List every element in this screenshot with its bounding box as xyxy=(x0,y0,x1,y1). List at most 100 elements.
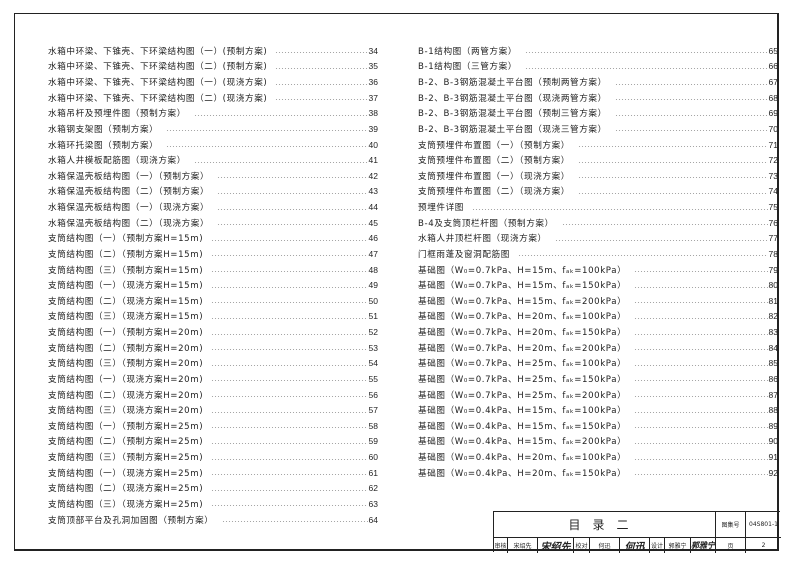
dot-leader xyxy=(211,380,368,382)
page-label: 页 xyxy=(716,538,746,553)
toc-entry: 基础图（W₀=0.7kPa、H=20m、fₐₖ=200kPa） 84 xyxy=(418,340,778,356)
dot-leader xyxy=(275,52,368,54)
toc-entry-page: 64 xyxy=(368,514,378,525)
toc-entry: 支筒结构图（一）（预制方案H=15m) 46 xyxy=(48,231,378,247)
toc-entry-page: 54 xyxy=(368,358,378,369)
toc-entry-page: 80 xyxy=(768,280,778,291)
toc-entry-page: 43 xyxy=(368,186,378,197)
toc-entry-title: 水箱中环梁、下锥壳、下环梁结构图（二）(预制方案) xyxy=(48,62,268,73)
toc-entry-page: 46 xyxy=(368,233,378,244)
review-label: 审核 xyxy=(494,538,508,553)
dot-leader xyxy=(525,67,768,69)
toc-entry: 水箱中环梁、下锥壳、下环梁结构图（一）(现浇方案) 36 xyxy=(48,74,378,90)
dot-leader xyxy=(561,224,768,226)
dot-leader xyxy=(217,224,368,226)
dot-leader xyxy=(211,239,368,241)
toc-entry-page: 58 xyxy=(368,420,378,431)
toc-entry: 支筒结构图（三）（现浇方案H=20m) 57 xyxy=(48,402,378,418)
toc-entry-page: 39 xyxy=(368,123,378,134)
toc-entry: B-2、B-3钢筋混凝土平台图（预制三管方案） 69 xyxy=(418,106,778,122)
toc-entry: B-1结构图（三管方案） 66 xyxy=(418,59,778,75)
toc-entry-title: 基础图（W₀=0.7kPa、H=15m、fₐₖ=200kPa） xyxy=(418,296,627,307)
dot-leader xyxy=(614,130,768,132)
toc-entry: 支筒结构图（二）（现浇方案H=20m) 56 xyxy=(48,387,378,403)
dot-leader xyxy=(166,130,368,132)
toc-entry-page: 71 xyxy=(768,139,778,150)
toc-entry-page: 45 xyxy=(368,217,378,228)
dot-leader xyxy=(221,521,368,523)
dot-leader xyxy=(634,411,768,413)
toc-left-column: 水箱中环梁、下锥壳、下环梁结构图（一）(预制方案) 34 水箱中环梁、下锥壳、下环梁… xyxy=(48,43,378,527)
toc-entry: 水箱中环梁、下锥壳、下环梁结构图（二）(预制方案) 35 xyxy=(48,59,378,75)
toc-entry: 门框雨蓬及窗洞配筋图 78 xyxy=(418,246,778,262)
dot-leader xyxy=(166,146,368,148)
toc-entry: 支筒顶部平台及孔洞加固图（预制方案） 64 xyxy=(48,512,378,528)
toc-entry: 支筒结构图（三）（现浇方案H=25m) 63 xyxy=(48,496,378,512)
dot-leader xyxy=(275,67,368,69)
toc-entry-title: 基础图（W₀=0.7kPa、H=20m、fₐₖ=100kPa） xyxy=(418,312,627,323)
toc-entry-page: 70 xyxy=(768,123,778,134)
toc-entry: 基础图（W₀=0.4kPa、H=20m、fₐₖ=150kPa） 92 xyxy=(418,465,778,481)
toc-entry-title: 支筒预埋件布置图（二）（现浇方案） xyxy=(418,187,570,198)
toc-entry: 基础图（W₀=0.7kPa、H=20m、fₐₖ=100kPa） 82 xyxy=(418,309,778,325)
dot-leader xyxy=(211,364,368,366)
dot-leader xyxy=(634,349,768,351)
toc-entry-title: 基础图（W₀=0.7kPa、H=15m、fₐₖ=100kPa） xyxy=(418,265,627,276)
toc-entry: 支筒预埋件布置图（一）（现浇方案） 73 xyxy=(418,168,778,184)
check-label: 校对 xyxy=(574,538,590,553)
dot-leader xyxy=(614,99,768,101)
toc-entry: 支筒结构图（二）（现浇方案H=15m) 50 xyxy=(48,293,378,309)
dot-leader xyxy=(211,302,368,304)
toc-entry-title: 支筒结构图（三）（预制方案H=15m) xyxy=(48,265,204,276)
toc-entry-title: 水箱环托梁图（预制方案） xyxy=(48,140,159,151)
toc-entry-title: 支筒结构图（二）（预制方案H=20m) xyxy=(48,343,204,354)
toc-entry-title: B-4及支筒顶栏杆图（预制方案） xyxy=(418,218,554,229)
toc-entry-title: 基础图（W₀=0.7kPa、H=25m、fₐₖ=100kPa） xyxy=(418,359,627,370)
dot-leader xyxy=(275,99,368,101)
dot-leader xyxy=(614,114,768,116)
toc-entry-page: 60 xyxy=(368,452,378,463)
dot-leader xyxy=(517,255,768,257)
toc-entry: 基础图（W₀=0.7kPa、H=25m、fₐₖ=200kPa） 87 xyxy=(418,387,778,403)
toc-entry: 支筒结构图（三）（预制方案H=25m) 60 xyxy=(48,449,378,465)
toc-entry: 支筒预埋件布置图（二）（现浇方案） 74 xyxy=(418,184,778,200)
toc-entry: 预埋件详图 75 xyxy=(418,199,778,215)
toc-entry: 支筒结构图（三）（预制方案H=20m) 54 xyxy=(48,356,378,372)
toc-entry-page: 59 xyxy=(368,436,378,447)
toc-entry-title: 水箱保温壳板结构图（一）（现浇方案） xyxy=(48,203,210,214)
toc-entry-page: 61 xyxy=(368,467,378,478)
toc-entry-page: 83 xyxy=(768,327,778,338)
toc-entry: 水箱吊杆及预埋件图（预制方案） 38 xyxy=(48,106,378,122)
toc-entry-page: 52 xyxy=(368,327,378,338)
toc-entry: 水箱中环梁、下锥壳、下环梁结构图（一）(预制方案) 34 xyxy=(48,43,378,59)
toc-entry-page: 78 xyxy=(768,248,778,259)
toc-entry-title: 水箱保温壳板结构图（二）（现浇方案） xyxy=(48,218,210,229)
toc-entry: 支筒预埋件布置图（二）（预制方案） 72 xyxy=(418,152,778,168)
toc-entry-title: 水箱保温壳板结构图（二）（预制方案） xyxy=(48,187,210,198)
dot-leader xyxy=(211,255,368,257)
sheet-title: 目录二 xyxy=(494,512,716,538)
toc-entry-title: 基础图（W₀=0.4kPa、H=15m、fₐₖ=100kPa） xyxy=(418,406,627,417)
toc-entry: 基础图（W₀=0.7kPa、H=15m、fₐₖ=150kPa） 80 xyxy=(418,277,778,293)
toc-entry-title: 支筒预埋件布置图（一）（现浇方案） xyxy=(418,171,570,182)
toc-entry-page: 51 xyxy=(368,311,378,322)
toc-entry-page: 76 xyxy=(768,217,778,228)
dot-leader xyxy=(634,396,768,398)
toc-entry: 支筒结构图（一）（现浇方案H=15m) 49 xyxy=(48,277,378,293)
toc-entry-title: B-1结构图（三管方案） xyxy=(418,62,518,73)
toc-entry-title: 基础图（W₀=0.4kPa、H=20m、fₐₖ=100kPa） xyxy=(418,453,627,464)
toc-entry-page: 62 xyxy=(368,483,378,494)
dot-leader xyxy=(193,114,368,116)
dot-leader xyxy=(211,333,368,335)
reviewer-signature: 宋绍先 xyxy=(538,538,574,553)
dot-leader xyxy=(634,302,768,304)
dot-leader xyxy=(211,427,368,429)
toc-entry-page: 50 xyxy=(368,295,378,306)
toc-entry-page: 82 xyxy=(768,311,778,322)
toc-entry-title: 支筒结构图（三）（现浇方案H=25m) xyxy=(48,499,204,510)
toc-entry: B-2、B-3钢筋混凝土平台图（预制两管方案） 67 xyxy=(418,74,778,90)
toc-entry: B-1结构图（两管方案） 65 xyxy=(418,43,778,59)
toc-entry: 支筒结构图（一）（预制方案H=20m) 52 xyxy=(48,324,378,340)
toc-entry-title: 支筒结构图（一）（现浇方案H=15m) xyxy=(48,281,204,292)
page-number: 2 xyxy=(761,542,766,549)
